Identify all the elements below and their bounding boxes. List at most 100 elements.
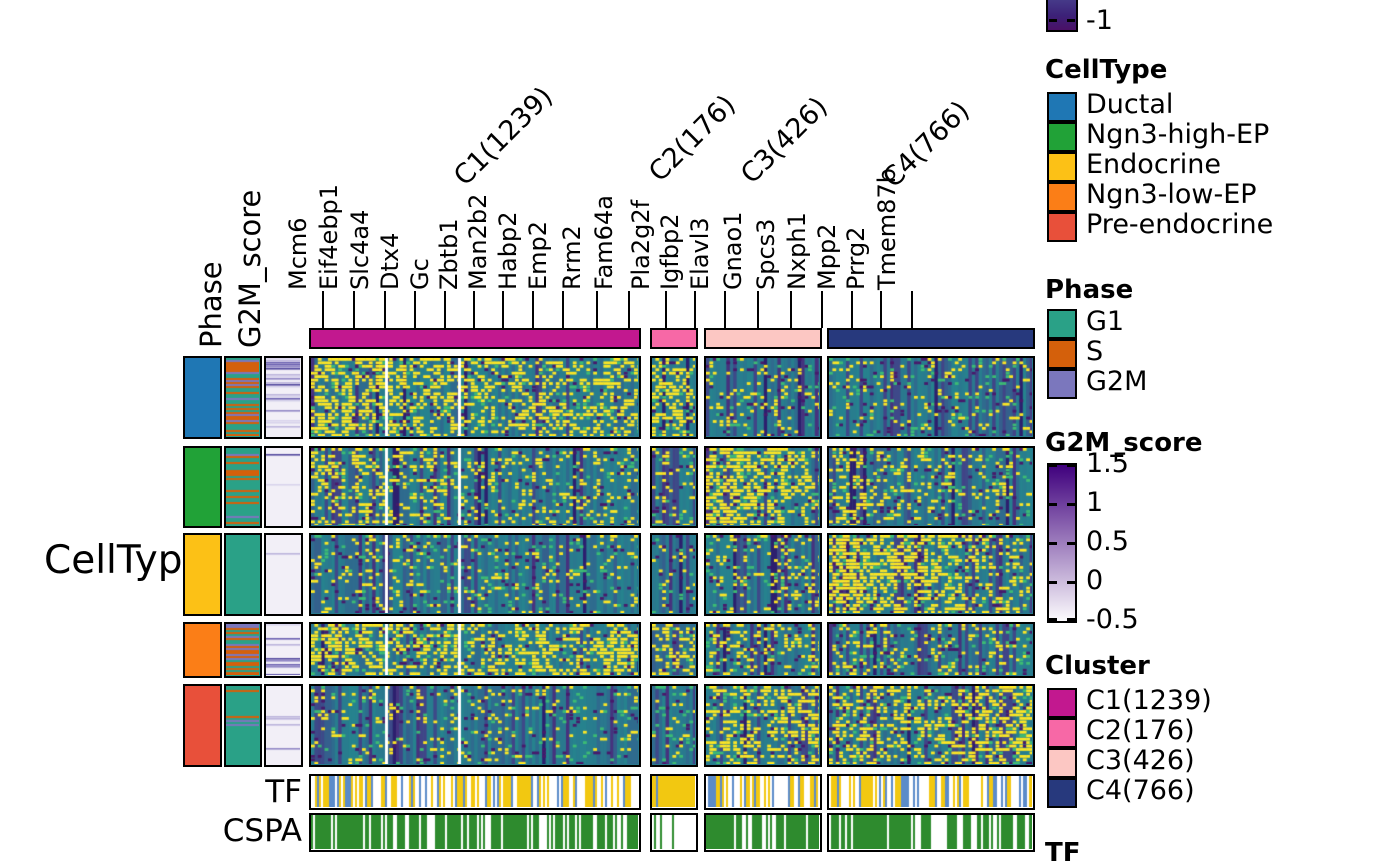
heatmap-canvas xyxy=(829,686,1032,764)
gene-label: Dtx4 xyxy=(376,232,404,290)
heatmap-block-r1-c3 xyxy=(704,356,822,439)
tf-annotation-block xyxy=(827,774,1035,810)
heatmap-canvas xyxy=(829,776,1032,807)
phase-annotation-label: Phase xyxy=(194,261,228,348)
legend-celltype-label-2: Endocrine xyxy=(1086,149,1221,180)
tf-annotation-block xyxy=(704,774,822,810)
gene-label: Pla2g2f xyxy=(627,199,655,290)
celltype-strip-Ngn3-high-EP xyxy=(183,446,222,528)
heatmap-block-r5-c3 xyxy=(704,684,822,767)
expression-legend-partial xyxy=(1046,0,1078,32)
legend-cluster-swatch-0 xyxy=(1047,688,1077,718)
legend-cluster-label-0: C1(1239) xyxy=(1086,685,1212,716)
gene-mark-line xyxy=(322,291,324,328)
phase-strip xyxy=(224,446,262,528)
g2m-tick-left-0 xyxy=(1049,464,1057,467)
gene-mark-line xyxy=(790,291,792,328)
heatmap-canvas xyxy=(226,448,259,525)
legend-celltype-swatch-0 xyxy=(1047,92,1077,122)
heatmap-canvas xyxy=(266,448,300,525)
heatmap-block-r4-c4 xyxy=(827,622,1035,678)
column-title-2: C2(176) xyxy=(643,89,742,188)
legend-celltype-swatch-3 xyxy=(1047,182,1077,212)
heatmap-canvas xyxy=(829,535,1032,613)
heatmap-canvas xyxy=(311,776,638,807)
heatmap-canvas xyxy=(652,624,695,675)
heatmap-canvas xyxy=(311,624,638,675)
gene-label: Gnao1 xyxy=(719,211,747,290)
phase-strip xyxy=(224,356,262,439)
legend-celltype-label-3: Ngn3-low-EP xyxy=(1086,179,1257,210)
legend-cluster-label-3: C4(766) xyxy=(1086,775,1195,806)
gene-label: Elavl3 xyxy=(686,217,714,290)
legend-title-g2m-score: G2M_score xyxy=(1045,428,1203,458)
g2m-annotation-label: G2M_score xyxy=(233,189,267,348)
g2m-tick-left-4 xyxy=(1049,618,1057,621)
heatmap-block-r2-c1 xyxy=(309,446,641,528)
tf-annotation-block xyxy=(309,774,641,810)
heatmap-canvas xyxy=(311,815,638,849)
legend-title-cluster: Cluster xyxy=(1045,651,1150,681)
heatmap-canvas xyxy=(311,535,638,613)
heatmap-canvas xyxy=(652,686,695,764)
heatmap-canvas xyxy=(226,358,259,436)
gene-label: Eif4ebp1 xyxy=(315,183,343,290)
heatmap-canvas xyxy=(706,624,819,675)
heatmap-block-r5-c1 xyxy=(309,684,641,767)
heatmap-block-r3-c2 xyxy=(650,533,698,616)
gene-mark-line xyxy=(757,291,759,328)
celltype-strip-Endocrine xyxy=(183,533,222,616)
expression-legend-tick-right xyxy=(1067,19,1075,22)
cspa-row-label: CSPA xyxy=(222,813,302,849)
legend-celltype-label-1: Ngn3-high-EP xyxy=(1086,119,1270,150)
heatmap-block-r3-c1 xyxy=(309,533,641,616)
column-title-1: C1(1239) xyxy=(448,81,559,192)
celltype-strip-Pre-endocrine xyxy=(183,684,222,767)
gene-mark-line xyxy=(694,291,696,328)
tf-annotation-block xyxy=(650,774,698,810)
gene-label: Fam64a xyxy=(590,195,618,290)
heatmap-canvas xyxy=(652,776,695,807)
celltype-strip-Ductal xyxy=(183,356,222,439)
gene-mark-line xyxy=(628,291,630,328)
cluster-bar-C4 xyxy=(827,328,1035,349)
heatmap-canvas xyxy=(829,624,1032,675)
g2m-tick-right-1 xyxy=(1067,503,1075,506)
heatmap-canvas xyxy=(706,535,819,613)
heatmap-block-r1-c2 xyxy=(650,356,698,439)
legend-phase-swatch-2 xyxy=(1047,369,1077,399)
phase-strip xyxy=(224,533,262,616)
heatmap-canvas xyxy=(311,448,638,525)
heatmap-canvas xyxy=(706,448,819,525)
gene-label: Mcm6 xyxy=(284,217,312,290)
gene-mark-line xyxy=(473,291,475,328)
gene-mark-line xyxy=(724,291,726,328)
phase-strip xyxy=(224,622,262,678)
g2m-score-strip xyxy=(264,533,303,616)
legend-celltype-swatch-4 xyxy=(1047,212,1077,242)
legend-phase-label-0: G1 xyxy=(1086,306,1125,337)
gene-mark-line xyxy=(532,291,534,328)
gene-label: Habp2 xyxy=(494,211,522,291)
heatmap-block-r3-c4 xyxy=(827,533,1035,616)
heatmap-canvas xyxy=(706,686,819,764)
legend-cluster-label-2: C3(426) xyxy=(1086,745,1195,776)
g2m-tick-label-4: -0.5 xyxy=(1086,604,1139,635)
legend-celltype-swatch-1 xyxy=(1047,122,1077,152)
heatmap-canvas xyxy=(829,448,1032,525)
heatmap-canvas xyxy=(311,358,638,436)
gene-mark-line xyxy=(502,291,504,328)
heatmap-block-r4-c3 xyxy=(704,622,822,678)
heatmap-block-r1-c1 xyxy=(309,356,641,439)
g2m-tick-right-0 xyxy=(1067,464,1075,467)
g2m-tick-label-1: 1 xyxy=(1086,487,1104,518)
heatmap-canvas xyxy=(266,358,300,436)
gene-mark-line xyxy=(414,291,416,328)
gene-mark-line xyxy=(596,291,598,328)
cluster-bar-C2 xyxy=(650,328,698,349)
heatmap-canvas xyxy=(652,815,695,849)
celltype-strip-Ngn3-low-EP xyxy=(183,622,222,678)
gene-label: Gc xyxy=(406,258,434,290)
legend-title-celltype: CellType xyxy=(1045,55,1168,85)
heatmap-canvas xyxy=(652,448,695,525)
